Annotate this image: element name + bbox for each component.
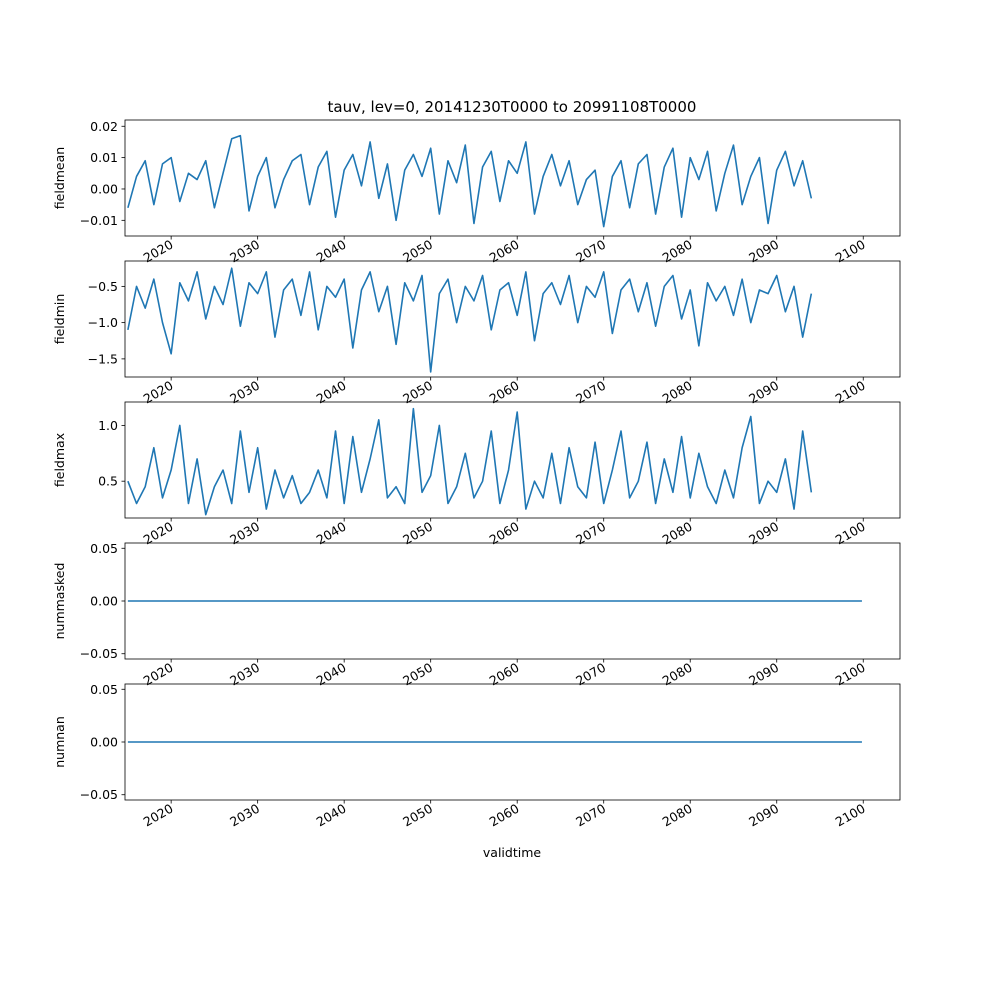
y-axis-label: numnan bbox=[52, 716, 67, 768]
ytick-label: 1.0 bbox=[98, 418, 118, 433]
axes-frame bbox=[124, 683, 901, 801]
xtick-label: 2020 bbox=[141, 801, 176, 830]
xtick-label: 2080 bbox=[660, 801, 695, 830]
ytick-label: 0.05 bbox=[90, 541, 118, 556]
ytick-label: −0.05 bbox=[80, 646, 118, 661]
axes-frame bbox=[124, 119, 901, 237]
ytick-label: −0.5 bbox=[88, 279, 118, 294]
ytick-label: −1.0 bbox=[88, 315, 118, 330]
xtick-label: 2050 bbox=[400, 801, 435, 830]
panels: −0.01 0.00 0.01 0.02 2020 2030 2040 2050 2060 207… bbox=[52, 119, 901, 830]
axes-frame bbox=[124, 260, 901, 378]
x-axis-label: validtime bbox=[483, 845, 541, 860]
y-axis-label: nummasked bbox=[52, 563, 67, 640]
ytick-label: 0.5 bbox=[98, 474, 118, 489]
xtick-label: 2070 bbox=[573, 801, 608, 830]
xtick-label: 2090 bbox=[746, 801, 781, 830]
ytick-label: 0.02 bbox=[90, 119, 118, 134]
ytick-label: −1.5 bbox=[88, 351, 118, 366]
ytick-label: 0.00 bbox=[90, 735, 118, 750]
ytick-label: −0.05 bbox=[80, 787, 118, 802]
xtick-label: 2100 bbox=[833, 801, 868, 830]
ytick-label: 0.01 bbox=[90, 150, 118, 165]
y-axis-label: fieldmin bbox=[52, 294, 67, 345]
xtick-label: 2060 bbox=[487, 801, 522, 830]
ytick-label: 0.05 bbox=[90, 682, 118, 697]
y-axis-label: fieldmean bbox=[52, 147, 67, 209]
panel-numnan: −0.05 0.00 0.05 2020 2030 2040 2050 2060 2070 208… bbox=[52, 682, 901, 830]
ytick-label: 0.00 bbox=[90, 594, 118, 609]
figure-title: tauv, lev=0, 20141230T0000 to 20991108T0… bbox=[328, 98, 697, 116]
y-axis-label: fieldmax bbox=[52, 433, 67, 487]
ytick-label: −0.01 bbox=[80, 213, 118, 228]
series-line bbox=[127, 407, 813, 516]
axes-frame bbox=[124, 401, 901, 519]
xtick-label: 2030 bbox=[227, 801, 262, 830]
series-line bbox=[127, 267, 813, 373]
xtick-label: 2040 bbox=[314, 801, 349, 830]
ytick-label: 0.00 bbox=[90, 181, 118, 196]
axes-frame bbox=[124, 542, 901, 660]
series-line bbox=[127, 134, 813, 228]
